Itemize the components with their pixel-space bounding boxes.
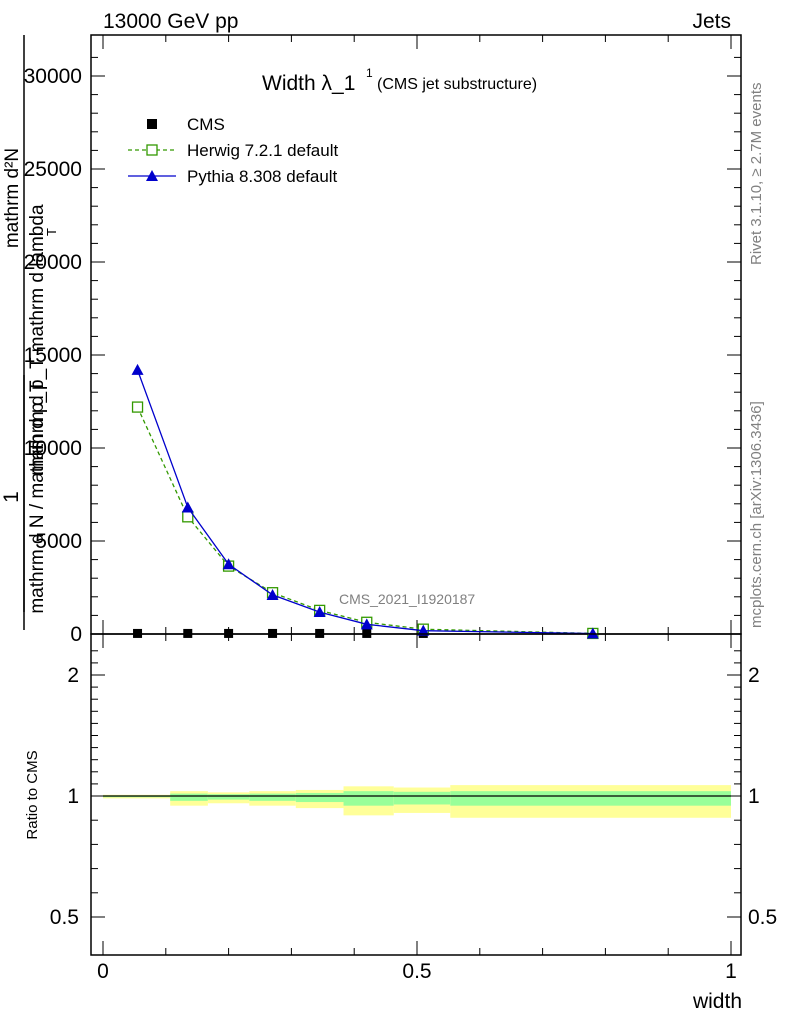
main-ytick-label: 0 bbox=[70, 623, 82, 646]
main-ytick-label: 20000 bbox=[24, 251, 82, 274]
data-point-pythia bbox=[266, 588, 279, 600]
header-right: Jets bbox=[692, 10, 731, 33]
ratio-ytick-label-right: 0.5 bbox=[748, 906, 777, 929]
ratio-ytick-label-right: 2 bbox=[748, 664, 760, 687]
header-left: 13000 GeV pp bbox=[103, 10, 238, 33]
legend-label-herwig: Herwig 7.2.1 default bbox=[187, 141, 338, 160]
main-ytick-label: 15000 bbox=[24, 344, 82, 367]
data-point-herwig bbox=[131, 401, 144, 413]
ratio-ytick-label-right: 1 bbox=[748, 785, 760, 808]
data-point-pythia bbox=[181, 501, 194, 513]
ylabel-den: mathrm d p_T mathrm d lambda bbox=[27, 204, 48, 475]
main-ytick-label: 5000 bbox=[35, 530, 82, 553]
ratio-ytick-label: 0.5 bbox=[50, 906, 79, 929]
ratio-xtick-label: 0.5 bbox=[402, 960, 431, 983]
ratio-ytick-label: 2 bbox=[67, 664, 79, 687]
legend-entry-cms: CMS bbox=[147, 115, 225, 134]
ratio-xtick-label: 1 bbox=[725, 960, 737, 983]
ylabel-prefix: 1 bbox=[0, 491, 23, 503]
ylabel-sub: T bbox=[44, 228, 59, 236]
plot-title: Width λ_1 1 (CMS jet substructure) bbox=[262, 66, 537, 95]
ylabel-num: mathrm d²N bbox=[2, 148, 23, 248]
title-sup: 1 bbox=[366, 66, 373, 80]
series-line-2 bbox=[136, 369, 593, 635]
legend-marker-cms bbox=[147, 119, 157, 129]
data-point-pythia bbox=[313, 606, 326, 618]
ratio-band-inner bbox=[249, 793, 296, 801]
title-sub: (CMS jet substructure) bbox=[377, 76, 537, 93]
ratio-band-inner bbox=[170, 793, 208, 801]
mcplots-label: mcplots.cern.ch [arXiv:1306.3436] bbox=[748, 401, 765, 628]
main-ytick-label: 25000 bbox=[24, 158, 82, 181]
ratio-frame bbox=[90, 633, 742, 956]
ratio-band-inner bbox=[393, 791, 451, 805]
legend-marker-herwig bbox=[146, 144, 158, 156]
main-ytick-label: 30000 bbox=[24, 65, 82, 88]
main-plot: 0 5000 10000 15000 20000 25000 30000 bbox=[24, 34, 742, 646]
legend: CMS Herwig 7.2.1 default Pythia 8.308 de… bbox=[128, 115, 338, 186]
legend-label-cms: CMS bbox=[187, 115, 225, 134]
legend-entry-herwig: Herwig 7.2.1 default bbox=[128, 141, 338, 160]
data-point-pythia bbox=[360, 618, 373, 630]
ratio-band-inner bbox=[450, 791, 731, 806]
legend-entry-pythia: Pythia 8.308 default bbox=[128, 167, 338, 186]
rivet-label: Rivet 3.1.10, ≥ 2.7M events bbox=[748, 83, 765, 266]
series-line-1 bbox=[136, 406, 593, 635]
legend-marker-pythia bbox=[146, 170, 158, 181]
analysis-watermark: CMS_2021_I1920187 bbox=[339, 591, 475, 607]
data-point-pythia bbox=[222, 558, 235, 570]
title-main: Width λ_1 bbox=[262, 72, 355, 95]
ratio-xtick-label: 0 bbox=[97, 960, 109, 983]
ratio-plot: 0 0.5 1 0.5 0.5 1 1 2 2 bbox=[50, 633, 777, 983]
ratio-band-inner bbox=[295, 792, 344, 803]
ratio-band-inner bbox=[207, 794, 250, 800]
ratio-ylabel: Ratio to CMS bbox=[24, 750, 41, 839]
ylabel-prefix-den: mathrm d N / mathrm d p_T bbox=[27, 380, 48, 614]
ratio-band-inner bbox=[343, 791, 394, 806]
ratio-ytick-label: 1 bbox=[67, 785, 79, 808]
data-point-pythia bbox=[131, 363, 144, 375]
main-ylabel: 1 mathrm d N / mathrm d p_T mathrm d²N m… bbox=[0, 35, 59, 630]
data-point-pythia bbox=[417, 624, 430, 636]
legend-label-pythia: Pythia 8.308 default bbox=[187, 167, 338, 186]
main-ytick-label: 10000 bbox=[24, 437, 82, 460]
data-point-pythia bbox=[586, 627, 599, 639]
x-axis-label: width bbox=[692, 990, 742, 1013]
